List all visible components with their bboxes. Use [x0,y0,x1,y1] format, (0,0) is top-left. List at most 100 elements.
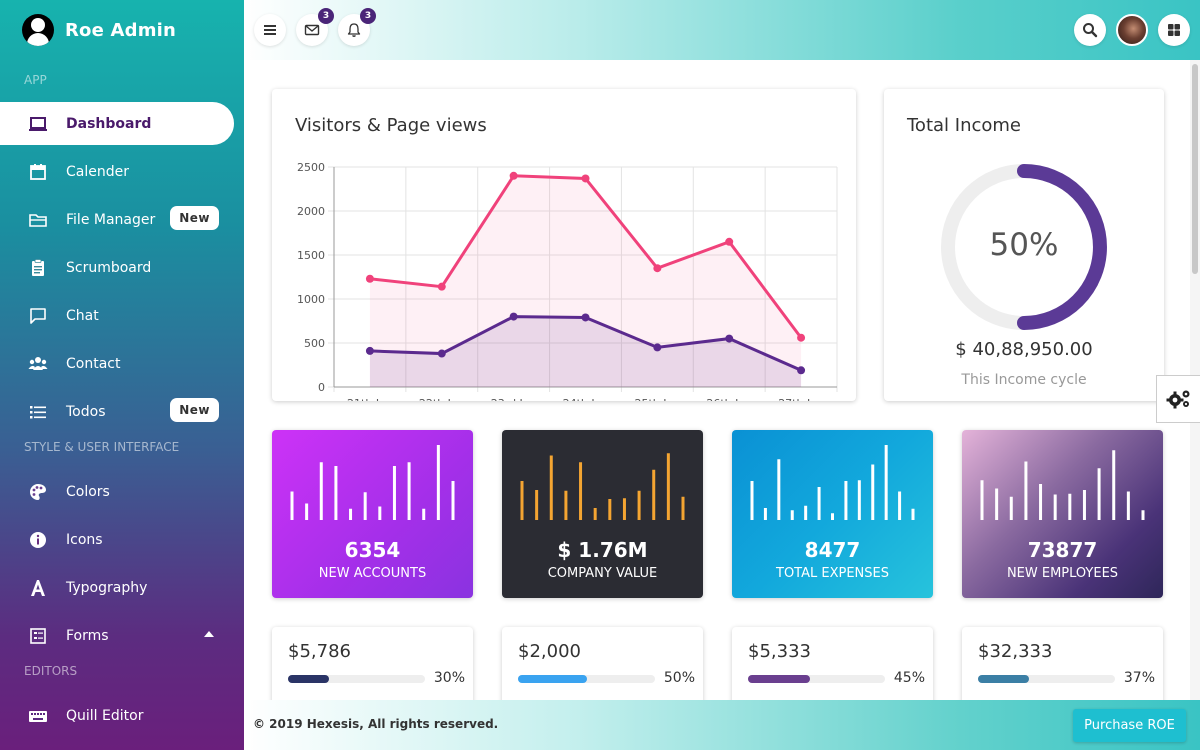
new-employees-sparkbars [980,450,1145,520]
x-tick-label: 23rd Jan [491,397,537,401]
info-icon [26,528,50,552]
visitors-card: Visitors & Page views 0 500 1000 1500 2000 25… [272,89,856,401]
series-area [369,316,802,387]
spark-bar [1126,491,1130,520]
spark-bar [305,503,309,520]
scrollbar-thumb[interactable] [1192,64,1198,274]
sidebar-item-file-manager[interactable]: File Manager New [0,198,244,241]
spark-bar [750,481,754,520]
spark-bar [422,508,426,520]
income-donut-chart [941,164,1107,330]
search-button[interactable] [1074,14,1106,46]
stat-card-new-accounts[interactable]: 6354 NEW ACCOUNTS [272,430,473,598]
apps-button[interactable] [1158,14,1190,46]
section-title-app: APP [24,73,47,87]
sidebar-item-typography[interactable]: Typography [0,566,244,609]
spark-bar [1141,510,1145,520]
company-value-sparkbars [520,453,685,520]
settings-button[interactable] [1156,375,1200,423]
spark-bar [804,505,808,520]
mail-icon [304,24,320,36]
stat-label: NEW EMPLOYEES [1006,566,1119,581]
spark-bar [831,513,834,520]
income-amount: $ 40,88,950.00 [955,339,1093,360]
data-point [509,312,518,321]
spark-bar [349,508,353,520]
spark-bar [871,464,875,520]
spark-bar [290,491,294,520]
mail-button[interactable]: 3 [296,8,334,46]
calendar-icon [26,160,50,184]
stat-card-company-value[interactable]: $ 1.76M COMPANY VALUE [502,430,703,598]
chevron-up-icon [204,631,214,637]
income-card: Total Income 50% $ 40,88,950.00 This Inc… [884,89,1164,401]
sidebar-item-todos[interactable]: Todos New [0,390,244,433]
section-title-editors: EDITORS [24,664,78,678]
y-tick-label: 0 [318,381,325,394]
data-point [725,237,734,246]
user-avatar[interactable] [1116,14,1148,46]
sidebar-item-colors[interactable]: Colors [0,470,244,513]
purchase-button[interactable]: Purchase ROE [1073,709,1186,742]
progress-bar [978,675,1115,683]
sidebar-item-contact[interactable]: Contact [0,342,244,385]
brand[interactable]: Roe Admin [0,0,244,60]
spark-bar [334,466,338,520]
x-tick-label: 21th Jan [347,397,393,401]
spark-bar [579,462,583,520]
stat-label: NEW ACCOUNTS [318,566,427,581]
sidebar-item-forms[interactable]: Forms [0,614,244,657]
spark-bar [407,462,411,520]
mini-stat-value: $32,333 [978,641,1053,662]
mini-stat-card: $5,786 30% [272,627,473,700]
sidebar-item-label: Calender [66,163,129,180]
spark-bar [637,490,641,520]
x-tick-label: 22th Jan [419,397,465,401]
notifications-button[interactable]: 3 [338,8,376,46]
mini-stat-percent: 37% [1123,670,1155,686]
sidebar-item-label: Icons [66,531,103,548]
sidebar-item-icons[interactable]: Icons [0,518,244,561]
progress-fill [748,675,810,683]
sidebar-item-label: Scrumboard [66,259,152,276]
sidebar-item-calender[interactable]: Calender [0,150,244,193]
spark-bar [608,499,612,520]
data-point [581,174,590,183]
total-expenses-sparkbars [750,445,915,520]
income-caption: This Income cycle [961,372,1087,388]
list-icon [26,400,50,424]
mini-stat-card: $5,333 45% [732,627,933,700]
sidebar-item-label: Contact [66,355,121,372]
sidebar-item-label: Colors [66,483,110,500]
notification-count-badge: 3 [360,8,376,24]
spark-bar [436,445,440,520]
palette-icon [26,480,50,504]
mini-stat-card: $32,333 37% [962,627,1163,700]
sidebar-item-chat[interactable]: Chat [0,294,244,337]
typography-icon [26,576,50,600]
sidebar-item-scrumboard[interactable]: Scrumboard [0,246,244,289]
menu-toggle-button[interactable] [254,14,286,46]
stat-card-total-expenses[interactable]: 8477 TOTAL EXPENSES [732,430,933,598]
mini-stat-percent: 45% [893,670,925,686]
mini-stat-percent: 50% [663,670,695,686]
spark-bar [817,487,821,520]
sidebar-item-dashboard[interactable]: Dashboard [0,102,234,145]
income-card-title: Total Income [907,115,1021,136]
sidebar-item-label: Typography [66,579,148,596]
progress-bar [748,675,885,683]
x-tick-label: 25th Jan [634,397,680,401]
data-point [365,346,374,355]
mini-stat-percent: 30% [433,670,465,686]
spark-bar [898,491,902,520]
spark-bar [884,445,888,520]
users-icon [26,352,50,376]
sidebar-item-quill-editor[interactable]: Quill Editor [0,694,244,737]
spark-bar [549,455,553,520]
sidebar-item-label: Forms [66,627,109,644]
spark-bar [777,459,781,520]
spark-bar [392,466,396,520]
data-point [437,282,446,291]
spark-bar [1039,484,1043,520]
stat-card-new-employees[interactable]: 73877 NEW EMPLOYEES [962,430,1163,598]
